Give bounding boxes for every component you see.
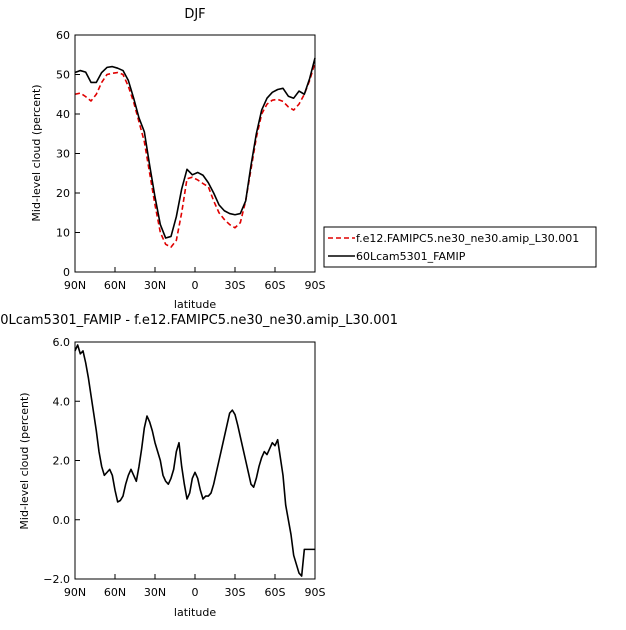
bottom-chart-y-tick-label: 6.0 — [53, 336, 71, 349]
top-chart-series-line-1 — [74, 62, 316, 248]
top-chart-x-tick-label: 60N — [104, 279, 126, 292]
top-chart-x-axis-label: latitude — [174, 298, 216, 311]
bottom-chart-frame — [74, 341, 316, 580]
top-chart-y-ticks: 0 10 20 30 40 50 60 — [56, 29, 80, 279]
top-chart-x-tick-label: 90N — [64, 279, 86, 292]
legend-label-series-1: f.e12.FAMIPC5.ne30_ne30.amip_L30.001 — [356, 232, 579, 245]
top-chart-frame — [74, 34, 316, 273]
top-chart-x-tick-label: 30S — [225, 279, 246, 292]
bottom-chart-x-ticks: 90N 60N 30N 0 30S 60S 90S — [64, 574, 326, 599]
legend-box — [323, 226, 597, 268]
top-chart-y-tick-label: 40 — [56, 108, 70, 121]
bottom-chart-series-line-1 — [74, 344, 315, 577]
top-chart-x-tick-label: 60S — [265, 279, 286, 292]
bottom-chart-y-tick-label: 2.0 — [53, 455, 71, 468]
top-chart-x-tick-label: 90S — [305, 279, 326, 292]
top-chart-series-group — [74, 57, 316, 248]
top-chart-x-ticks: 90N 60N 30N 0 30S 60S 90S — [64, 267, 326, 292]
top-chart-y-tick-label: 20 — [56, 187, 70, 200]
top-chart-y-tick-label: 60 — [56, 29, 70, 42]
top-chart-series-line-2 — [74, 57, 316, 239]
bottom-chart-series-group — [74, 344, 315, 577]
bottom-chart-title: 60Lcam5301_FAMIP - f.e12.FAMIPC5.ne30_ne… — [0, 313, 398, 328]
top-chart-title: DJF — [184, 7, 205, 22]
bottom-chart-y-tick-label: 0.0 — [53, 514, 71, 527]
bottom-chart-x-tick-label: 90S — [305, 586, 326, 599]
bottom-chart-x-tick-label: 30S — [225, 586, 246, 599]
bottom-chart-y-tick-label: −2.0 — [43, 573, 70, 586]
bottom-chart-x-axis-label: latitude — [174, 606, 216, 619]
top-chart: DJF 90N 60N 30N 0 30S 60S 90S 0 10 20 30 40 50 60 la… — [30, 7, 326, 311]
bottom-chart-y-ticks: −2.0 0.0 2.0 4.0 6.0 — [43, 336, 80, 586]
top-chart-y-tick-label: 10 — [56, 227, 70, 240]
top-chart-x-tick-label: 0 — [192, 279, 199, 292]
bottom-chart-x-tick-label: 60N — [104, 586, 126, 599]
bottom-chart-x-tick-label: 90N — [64, 586, 86, 599]
top-chart-x-tick-label: 30N — [144, 279, 166, 292]
bottom-chart-y-tick-label: 4.0 — [53, 395, 71, 408]
top-chart-y-tick-label: 50 — [56, 69, 70, 82]
top-chart-y-tick-label: 30 — [56, 148, 70, 161]
top-chart-y-tick-label: 0 — [63, 266, 70, 279]
legend-label-series-2: 60Lcam5301_FAMIP — [356, 250, 466, 263]
bottom-chart: 60Lcam5301_FAMIP - f.e12.FAMIPC5.ne30_ne… — [0, 313, 398, 619]
bottom-chart-x-tick-label: 30N — [144, 586, 166, 599]
top-chart-y-axis-label: Mid-level cloud (percent) — [30, 84, 43, 221]
bottom-chart-x-tick-label: 0 — [192, 586, 199, 599]
legend: f.e12.FAMIPC5.ne30_ne30.amip_L30.001 60L… — [323, 226, 597, 268]
bottom-chart-x-tick-label: 60S — [265, 586, 286, 599]
bottom-chart-y-axis-label: Mid-level cloud (percent) — [18, 392, 31, 529]
